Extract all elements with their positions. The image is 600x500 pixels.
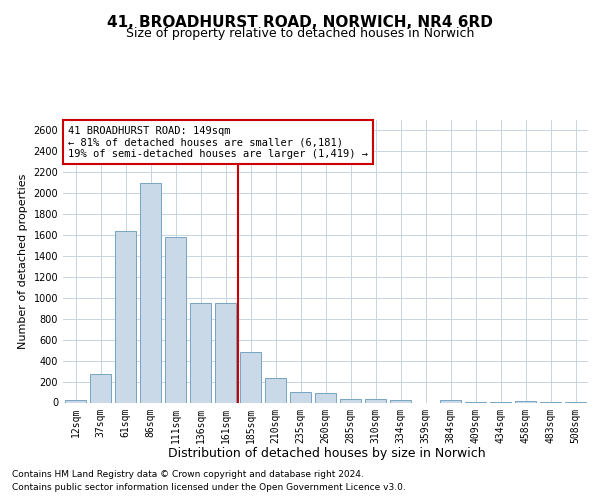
- Y-axis label: Number of detached properties: Number of detached properties: [18, 174, 28, 349]
- Text: Contains public sector information licensed under the Open Government Licence v3: Contains public sector information licen…: [12, 482, 406, 492]
- Bar: [315, 393, 336, 402]
- Bar: [165, 237, 186, 402]
- Bar: [290, 392, 311, 402]
- Bar: [140, 183, 161, 402]
- Bar: [515, 401, 536, 402]
- Bar: [215, 303, 236, 402]
- Text: 41, BROADHURST ROAD, NORWICH, NR4 6RD: 41, BROADHURST ROAD, NORWICH, NR4 6RD: [107, 15, 493, 30]
- Text: Distribution of detached houses by size in Norwich: Distribution of detached houses by size …: [168, 448, 486, 460]
- Bar: [340, 399, 361, 402]
- Bar: [65, 400, 86, 402]
- Bar: [90, 374, 111, 402]
- Bar: [190, 303, 211, 402]
- Bar: [440, 400, 461, 402]
- Bar: [115, 231, 136, 402]
- Text: 41 BROADHURST ROAD: 149sqm
← 81% of detached houses are smaller (6,181)
19% of s: 41 BROADHURST ROAD: 149sqm ← 81% of deta…: [68, 126, 368, 159]
- Text: Size of property relative to detached houses in Norwich: Size of property relative to detached ho…: [126, 28, 474, 40]
- Text: Contains HM Land Registry data © Crown copyright and database right 2024.: Contains HM Land Registry data © Crown c…: [12, 470, 364, 479]
- Bar: [390, 400, 411, 402]
- Bar: [365, 399, 386, 402]
- Bar: [265, 378, 286, 402]
- Bar: [240, 352, 261, 403]
